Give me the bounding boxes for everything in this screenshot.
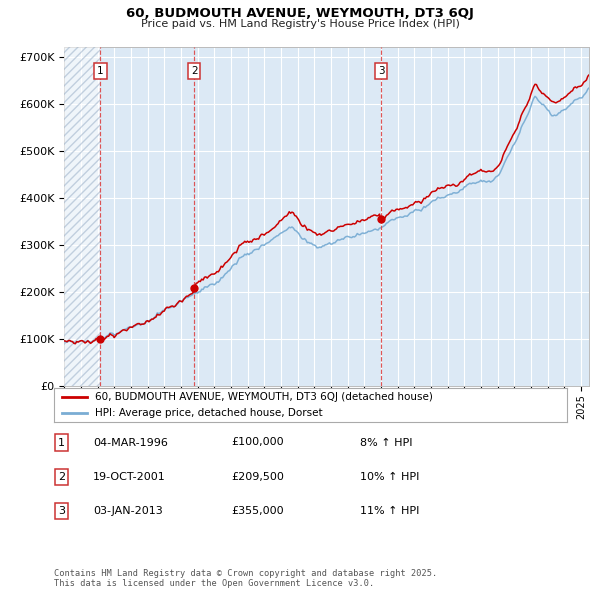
Text: 19-OCT-2001: 19-OCT-2001 <box>93 472 166 481</box>
Text: 3: 3 <box>378 65 385 76</box>
Text: £355,000: £355,000 <box>231 506 284 516</box>
Text: HPI: Average price, detached house, Dorset: HPI: Average price, detached house, Dors… <box>95 408 323 418</box>
Text: 8% ↑ HPI: 8% ↑ HPI <box>360 438 413 447</box>
Text: 60, BUDMOUTH AVENUE, WEYMOUTH, DT3 6QJ (detached house): 60, BUDMOUTH AVENUE, WEYMOUTH, DT3 6QJ (… <box>95 392 433 402</box>
Text: 2: 2 <box>191 65 197 76</box>
Text: 04-MAR-1996: 04-MAR-1996 <box>93 438 168 447</box>
Text: £100,000: £100,000 <box>231 438 284 447</box>
Text: 3: 3 <box>58 506 65 516</box>
Text: 1: 1 <box>97 65 104 76</box>
Bar <box>64 9 100 386</box>
Text: Price paid vs. HM Land Registry's House Price Index (HPI): Price paid vs. HM Land Registry's House … <box>140 19 460 29</box>
Text: 1: 1 <box>58 438 65 447</box>
Text: Contains HM Land Registry data © Crown copyright and database right 2025.
This d: Contains HM Land Registry data © Crown c… <box>54 569 437 588</box>
Text: £209,500: £209,500 <box>231 472 284 481</box>
Text: 2: 2 <box>58 472 65 481</box>
Text: 11% ↑ HPI: 11% ↑ HPI <box>360 506 419 516</box>
Text: 10% ↑ HPI: 10% ↑ HPI <box>360 472 419 481</box>
Text: 60, BUDMOUTH AVENUE, WEYMOUTH, DT3 6QJ: 60, BUDMOUTH AVENUE, WEYMOUTH, DT3 6QJ <box>126 7 474 20</box>
Text: 03-JAN-2013: 03-JAN-2013 <box>93 506 163 516</box>
